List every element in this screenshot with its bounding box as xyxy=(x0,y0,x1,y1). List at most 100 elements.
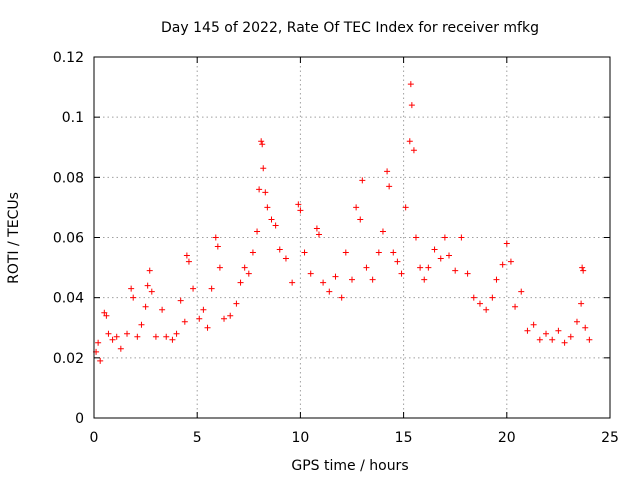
data-point xyxy=(181,318,188,325)
data-point xyxy=(124,330,131,337)
data-point xyxy=(507,258,514,265)
data-point xyxy=(561,339,568,346)
data-point xyxy=(446,252,453,259)
data-point xyxy=(233,300,240,307)
data-point xyxy=(493,276,500,283)
data-point xyxy=(254,228,261,235)
data-point xyxy=(185,258,192,265)
data-point xyxy=(458,234,465,241)
data-point xyxy=(338,294,345,301)
x-axis-label: GPS time / hours xyxy=(291,458,408,474)
data-point xyxy=(357,216,364,223)
data-point xyxy=(177,297,184,304)
data-point xyxy=(580,267,587,274)
x-tick-label: 15 xyxy=(395,430,413,446)
data-point xyxy=(212,234,219,241)
data-point xyxy=(130,294,137,301)
data-point xyxy=(138,321,145,328)
data-point xyxy=(431,246,438,253)
data-point xyxy=(113,333,120,340)
data-point xyxy=(512,303,519,310)
data-point xyxy=(241,264,248,271)
data-point xyxy=(375,249,382,256)
data-point xyxy=(216,264,223,271)
data-point xyxy=(173,330,180,337)
data-point xyxy=(146,267,153,274)
y-axis-label: ROTI / TECUs xyxy=(6,192,22,284)
data-point xyxy=(249,249,256,256)
data-point xyxy=(313,225,320,232)
data-point xyxy=(573,318,580,325)
data-point xyxy=(524,327,531,334)
data-point xyxy=(101,309,108,316)
x-tick-label: 20 xyxy=(498,430,516,446)
data-point xyxy=(109,336,116,343)
data-point xyxy=(476,300,483,307)
data-point xyxy=(144,282,151,289)
data-point xyxy=(169,336,176,343)
data-point xyxy=(483,306,490,313)
data-point xyxy=(105,330,112,337)
data-point xyxy=(320,279,327,286)
data-point xyxy=(196,315,203,322)
x-tick-label: 25 xyxy=(601,430,619,446)
data-point xyxy=(503,240,510,247)
data-point xyxy=(549,336,556,343)
data-point xyxy=(536,336,543,343)
data-point xyxy=(332,273,339,280)
data-point xyxy=(363,264,370,271)
y-tick-label: 0.1 xyxy=(62,110,84,126)
y-tick-label: 0.04 xyxy=(53,291,84,307)
data-point xyxy=(489,294,496,301)
data-point xyxy=(578,300,585,307)
data-point xyxy=(530,321,537,328)
data-point xyxy=(464,270,471,277)
data-point xyxy=(407,81,414,88)
y-tick-label: 0.06 xyxy=(53,231,84,247)
data-point xyxy=(297,207,304,214)
data-points xyxy=(93,81,593,364)
data-point xyxy=(152,333,159,340)
data-point xyxy=(410,147,417,154)
data-point xyxy=(406,138,413,145)
data-point xyxy=(567,333,574,340)
chart-title: Day 145 of 2022, Rate Of TEC Index for r… xyxy=(161,20,539,36)
x-tick-label: 5 xyxy=(193,430,202,446)
data-point xyxy=(214,243,221,250)
data-point xyxy=(264,204,271,211)
data-point xyxy=(117,345,124,352)
data-point xyxy=(586,336,593,343)
y-tick-label: 0.12 xyxy=(53,50,84,66)
data-point xyxy=(386,183,393,190)
data-point xyxy=(369,276,376,283)
data-point xyxy=(359,177,366,184)
y-ticks: 0 0.02 0.04 0.06 0.08 0.1 0.12 xyxy=(53,50,610,427)
data-point xyxy=(95,339,102,346)
data-point xyxy=(398,270,405,277)
data-point xyxy=(148,288,155,295)
data-point xyxy=(441,234,448,241)
data-point xyxy=(518,288,525,295)
data-point xyxy=(221,315,228,322)
data-point xyxy=(353,204,360,211)
data-point xyxy=(421,276,428,283)
data-point xyxy=(237,279,244,286)
y-tick-label: 0.08 xyxy=(53,170,84,186)
data-point xyxy=(259,141,266,148)
x-ticks: 0 5 10 15 20 25 xyxy=(90,57,619,446)
data-point xyxy=(227,312,234,319)
data-point xyxy=(190,285,197,292)
data-point xyxy=(412,234,419,241)
data-point xyxy=(470,294,477,301)
data-point xyxy=(582,324,589,331)
data-point xyxy=(272,222,279,229)
data-point xyxy=(262,189,269,196)
data-point xyxy=(159,306,166,313)
data-point xyxy=(417,264,424,271)
data-point xyxy=(394,258,401,265)
data-point xyxy=(349,276,355,283)
data-point xyxy=(384,168,391,175)
data-point xyxy=(200,306,207,313)
data-point xyxy=(307,270,314,277)
